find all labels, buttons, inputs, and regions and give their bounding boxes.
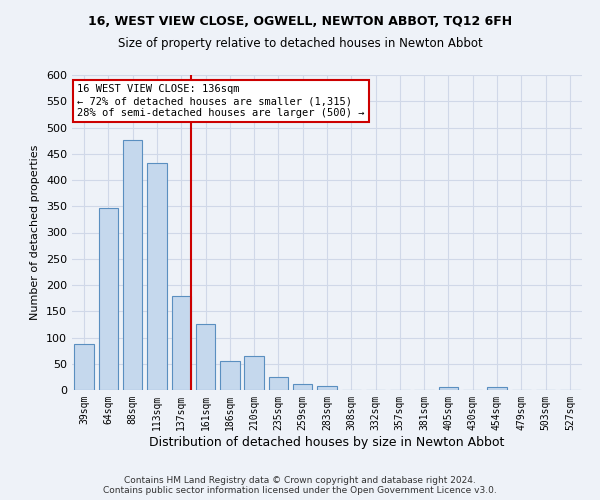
Bar: [99, 208, 118, 390]
Bar: [196, 324, 215, 390]
Bar: [172, 296, 191, 390]
Bar: [487, 388, 507, 390]
Text: Contains HM Land Registry data © Crown copyright and database right 2024.
Contai: Contains HM Land Registry data © Crown c…: [103, 476, 497, 495]
Text: Size of property relative to detached houses in Newton Abbot: Size of property relative to detached ho…: [118, 38, 482, 51]
Bar: [439, 388, 458, 390]
Text: 16, WEST VIEW CLOSE, OGWELL, NEWTON ABBOT, TQ12 6FH: 16, WEST VIEW CLOSE, OGWELL, NEWTON ABBO…: [88, 15, 512, 28]
Y-axis label: Number of detached properties: Number of detached properties: [31, 145, 40, 320]
X-axis label: Distribution of detached houses by size in Newton Abbot: Distribution of detached houses by size …: [149, 436, 505, 448]
Bar: [123, 140, 142, 390]
Bar: [317, 386, 337, 390]
Bar: [269, 377, 288, 390]
Bar: [293, 384, 313, 390]
Bar: [74, 344, 94, 390]
Bar: [147, 163, 167, 390]
Text: 16 WEST VIEW CLOSE: 136sqm
← 72% of detached houses are smaller (1,315)
28% of s: 16 WEST VIEW CLOSE: 136sqm ← 72% of deta…: [77, 84, 365, 117]
Bar: [244, 356, 264, 390]
Bar: [220, 361, 239, 390]
